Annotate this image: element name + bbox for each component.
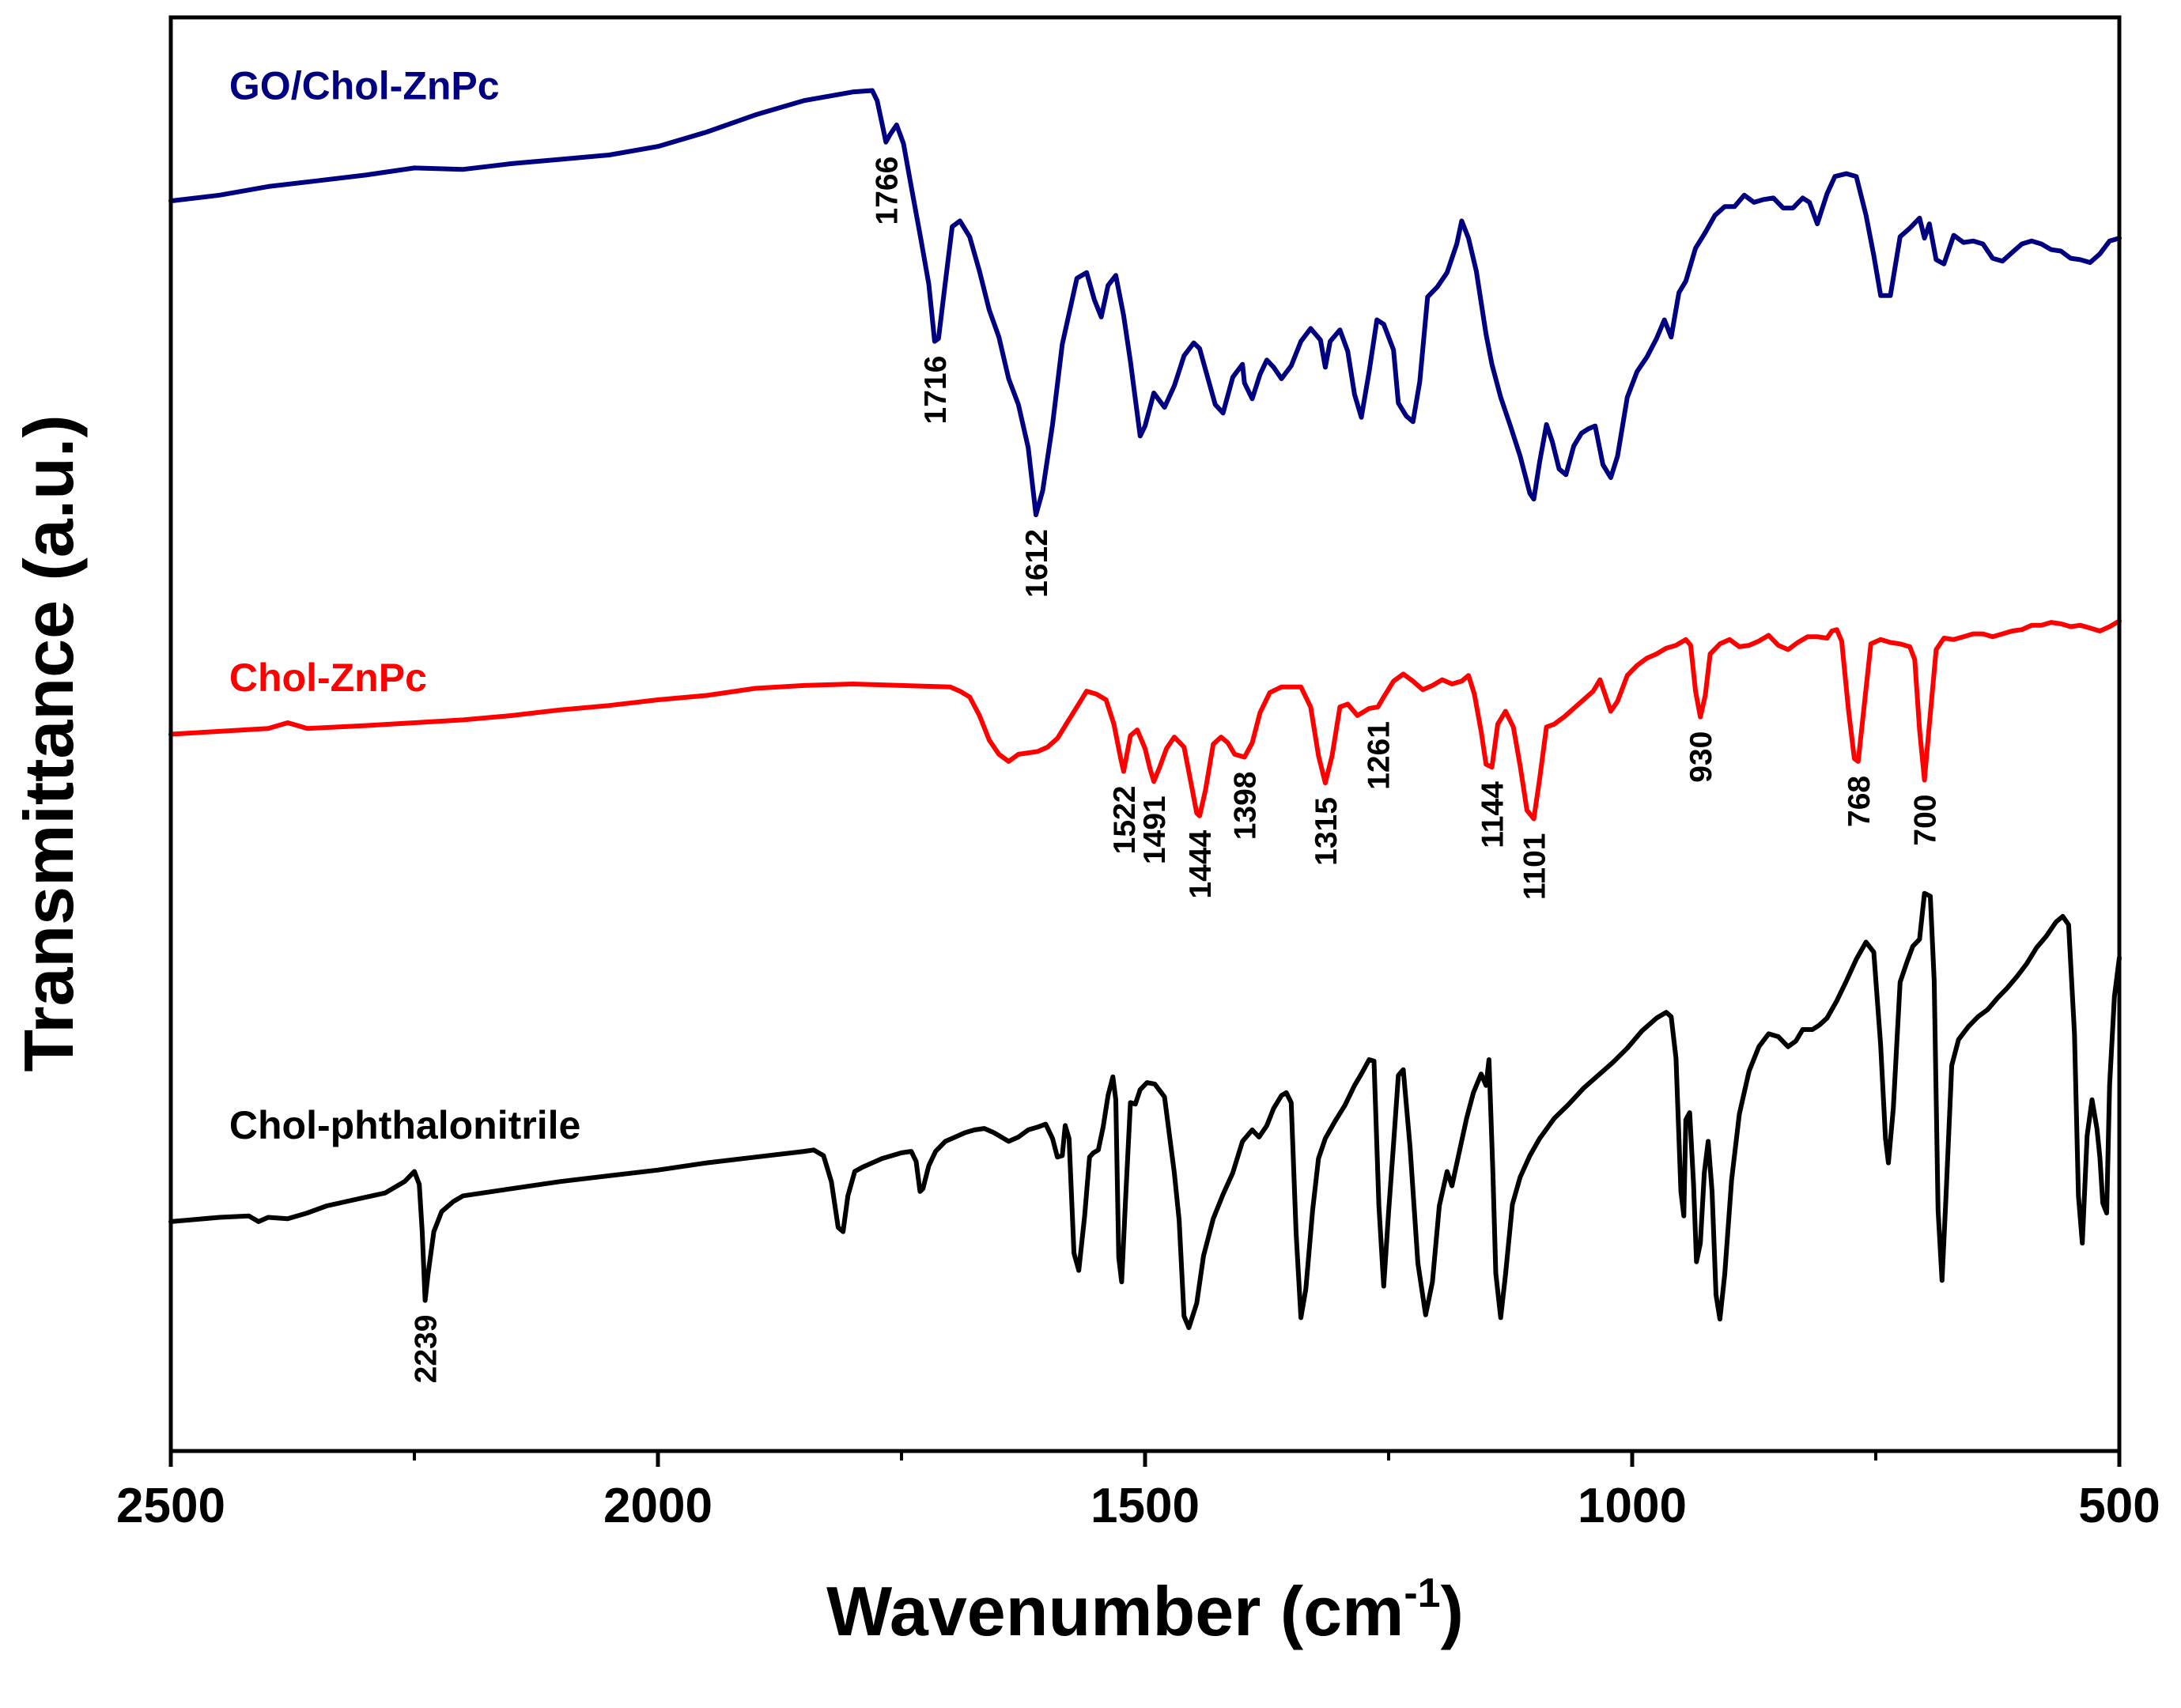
- peak-label: 1522: [1108, 786, 1142, 855]
- x-axis-title: Wavenumber (cm-1): [826, 1570, 1464, 1650]
- peak-label: 1716: [919, 356, 953, 425]
- peak-label: 1398: [1229, 772, 1263, 841]
- plot-frame: [168, 15, 2122, 1453]
- series-layer: [168, 88, 2122, 1331]
- x-tick-label: 2500: [116, 1479, 225, 1533]
- peak-label: 1444: [1184, 829, 1218, 898]
- peak-label: 1144: [1476, 781, 1510, 848]
- x-tick-label: 1500: [1090, 1479, 1200, 1533]
- peak-label: 1612: [1020, 529, 1054, 598]
- peak-label: 1101: [1518, 833, 1552, 901]
- series-line-chol-znpc: [168, 618, 2122, 822]
- x-tick-label: 1000: [1578, 1479, 1687, 1533]
- x-axis-title-superscript: -1: [1404, 1570, 1440, 1616]
- y-axis-title: Transmittance (a.u.): [9, 414, 88, 1071]
- peak-label: 768: [1843, 776, 1877, 827]
- series-line-chol-phthalonitrile: [168, 890, 2122, 1331]
- series-labels: GO/Chol-ZnPc Chol-ZnPc Chol-phthalonitrile: [229, 63, 580, 1147]
- x-tick-label: 500: [2078, 1479, 2160, 1533]
- peak-label: 1261: [1362, 721, 1396, 790]
- peak-label: 2239: [410, 1315, 444, 1384]
- x-tick-label: 2000: [603, 1479, 713, 1533]
- series-line-go-chol-znpc: [168, 88, 2122, 518]
- peak-label: 1315: [1310, 797, 1344, 866]
- x-axis-ticks: 2500 2000 1500 1000 500: [116, 1451, 2160, 1533]
- series-label-chol-phthalonitrile: Chol-phthalonitrile: [229, 1103, 580, 1147]
- peak-label: 930: [1684, 731, 1718, 783]
- peak-label: 1766: [870, 157, 904, 225]
- x-axis-title-close: ): [1441, 1572, 1464, 1650]
- x-axis-title-main: Wavenumber (cm: [826, 1572, 1404, 1650]
- series-label-go-chol-znpc: GO/Chol-ZnPc: [229, 63, 500, 108]
- series-label-chol-znpc: Chol-ZnPc: [229, 656, 427, 700]
- peak-label: 700: [1909, 795, 1943, 846]
- peak-label: 1491: [1138, 795, 1172, 864]
